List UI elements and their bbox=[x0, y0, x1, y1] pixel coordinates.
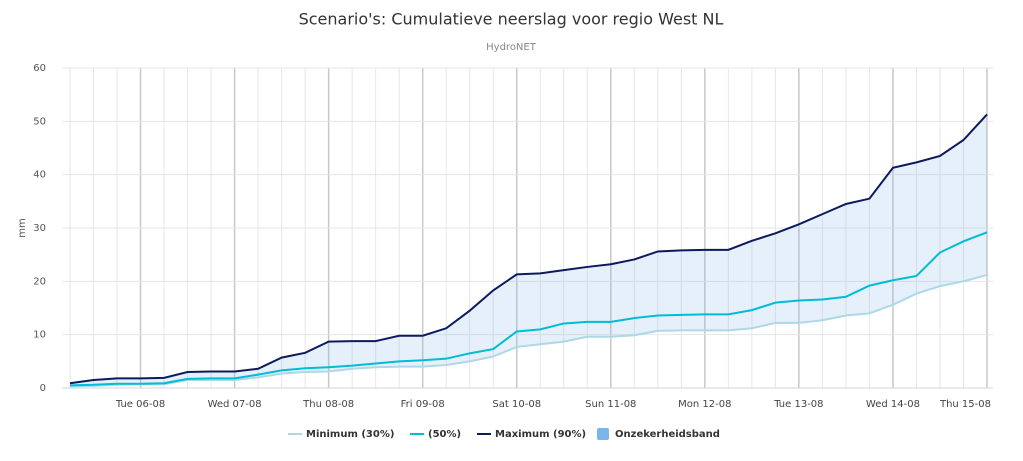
series-line bbox=[69, 113, 988, 385]
series-line bbox=[69, 273, 988, 388]
y-tick-label: 10 bbox=[33, 330, 46, 341]
x-tick-label: Wed 07-08 bbox=[208, 399, 262, 410]
y-axis-title: mm bbox=[17, 218, 28, 237]
x-tick-label: Sat 10-08 bbox=[492, 399, 541, 410]
legend-swatch bbox=[597, 428, 609, 440]
y-tick-label: 40 bbox=[33, 170, 46, 181]
legend-label: Minimum (30%) bbox=[306, 429, 394, 440]
chart-title: Scenario's: Cumulatieve neerslag voor re… bbox=[299, 10, 724, 29]
uncertainty-band bbox=[70, 114, 987, 387]
y-tick-label: 50 bbox=[33, 116, 46, 127]
x-tick-label: Thu 08-08 bbox=[302, 399, 354, 410]
x-tick-label: Wed 14-08 bbox=[866, 399, 920, 410]
legend-label: Onzekerheidsband bbox=[615, 429, 720, 440]
x-tick-label: Thu 15-08 bbox=[939, 399, 991, 410]
y-tick-label: 20 bbox=[33, 276, 46, 287]
series-line bbox=[69, 231, 988, 387]
x-tick-label: Tue 06-08 bbox=[115, 399, 165, 410]
y-tick-label: 60 bbox=[33, 63, 46, 74]
x-tick-label: Fri 09-08 bbox=[401, 399, 445, 410]
legend-label: (50%) bbox=[428, 429, 461, 440]
x-tick-label: Mon 12-08 bbox=[678, 399, 731, 410]
y-tick-label: 0 bbox=[40, 383, 46, 394]
legend-label: Maximum (90%) bbox=[495, 429, 586, 440]
x-tick-label: Sun 11-08 bbox=[585, 399, 636, 410]
x-tick-label: Tue 13-08 bbox=[773, 399, 823, 410]
chart-subtitle: HydroNET bbox=[486, 42, 537, 53]
y-tick-label: 30 bbox=[33, 223, 46, 234]
